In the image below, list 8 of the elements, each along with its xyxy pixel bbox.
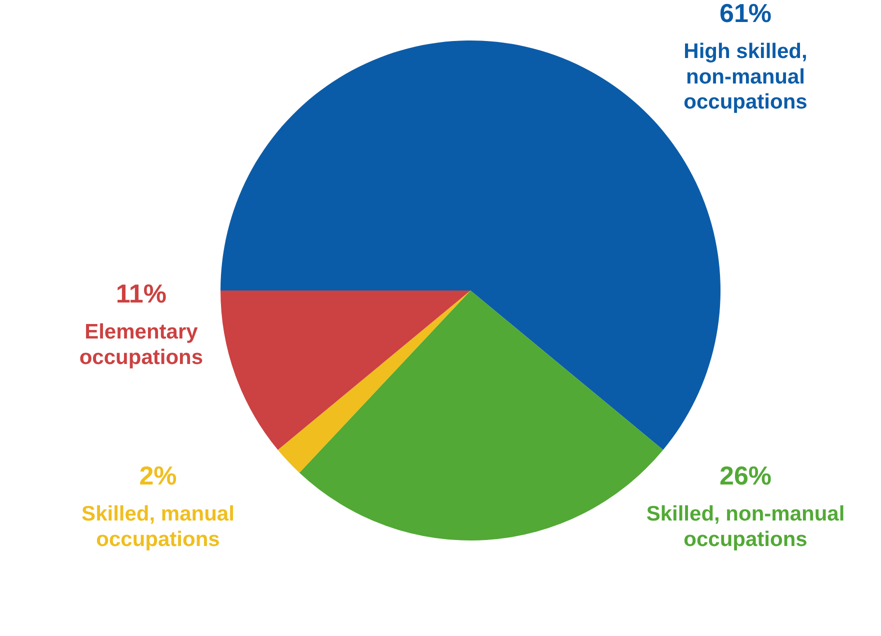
slice-label: Skilled, manual occupations [82, 502, 234, 551]
slice-label: Skilled, non-manual occupations [646, 502, 845, 551]
data-label: 11% [116, 278, 166, 309]
data-label: 2% [139, 460, 177, 490]
slice-label: High skilled, non-manual occupations [684, 40, 808, 114]
data-label: 26% [719, 460, 772, 490]
slice-label: Elementary occupations [79, 320, 204, 369]
data-label: 61% [719, 0, 772, 28]
